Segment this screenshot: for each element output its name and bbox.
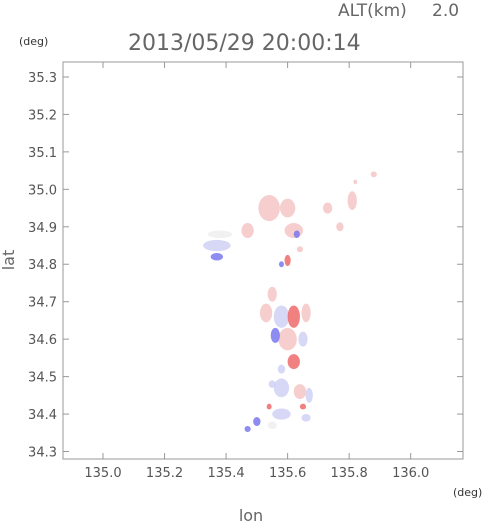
y-tick-label: 34.3 (28, 446, 57, 461)
echo-patch (258, 194, 280, 222)
echo-patch (273, 378, 290, 398)
echo-patch (296, 246, 303, 253)
echo-patch (284, 254, 291, 267)
echo-patch (267, 286, 277, 302)
echo-patch (299, 403, 307, 410)
echo-patch (268, 380, 276, 388)
y-unit-label: (deg) (19, 35, 48, 48)
y-tick-label: 35.1 (28, 146, 57, 161)
echo-patch (241, 223, 254, 239)
echo-patch (336, 222, 344, 232)
y-tick-label: 35.2 (28, 108, 57, 123)
x-tick-label: 135.2 (146, 466, 183, 481)
echo-patch (323, 202, 333, 214)
echo-patch (370, 171, 377, 178)
y-tick-label: 34.7 (28, 296, 57, 311)
x-tick-label: 135.6 (269, 466, 306, 481)
echo-patch (293, 384, 307, 400)
echo-patch (287, 305, 300, 328)
echo-patch (203, 239, 231, 252)
echo-patch (266, 403, 272, 410)
y-tick-label: 35.3 (28, 71, 57, 86)
echo-patch (273, 305, 290, 328)
echo-patch (284, 223, 303, 239)
y-axis-title: lat (0, 250, 18, 271)
x-unit-label: (deg) (453, 486, 482, 499)
altitude-value: 2.0 (432, 1, 459, 21)
echo-patch (207, 230, 233, 239)
echo-patch (277, 364, 286, 374)
echo-patch (244, 426, 251, 433)
echo-patch (279, 198, 296, 218)
x-tick-label: 135.0 (84, 466, 121, 481)
y-tick-label: 34.5 (28, 371, 57, 386)
axis-ticks-layer: 135.0 135.2 135.4 135.6 135.8 136.0 34.3 34.4 34… (28, 62, 463, 481)
echo-patch (293, 230, 300, 239)
echo-patch (259, 303, 273, 323)
echo-patch (347, 191, 357, 210)
echo-patch (353, 179, 358, 185)
echo-patch (305, 387, 313, 403)
y-tick-label: 34.8 (28, 258, 57, 273)
altitude-label: ALT(km) (338, 1, 407, 21)
x-axis-title: lon (239, 506, 263, 521)
x-tick-label: 135.4 (207, 466, 244, 481)
echo-patch (272, 408, 291, 420)
echo-patch (253, 417, 261, 427)
echo-patch (279, 261, 284, 268)
echo-patch (278, 327, 297, 351)
timestamp-title: 2013/05/29 20:00:14 (128, 31, 361, 56)
y-tick-label: 34.4 (28, 408, 57, 423)
echo-patches-layer (203, 171, 377, 433)
x-tick-label: 136.0 (392, 466, 429, 481)
echo-patch (210, 253, 224, 261)
plot-frame (62, 61, 464, 460)
y-tick-label: 35.0 (28, 183, 57, 198)
echo-patch (270, 327, 280, 343)
echo-patch (287, 354, 300, 370)
y-tick-label: 34.9 (28, 221, 57, 236)
echo-patch (301, 303, 311, 323)
echo-patch (301, 414, 311, 422)
echo-patch (298, 331, 308, 347)
echo-patch (267, 421, 277, 430)
y-tick-label: 34.6 (28, 333, 57, 348)
x-tick-label: 135.8 (331, 466, 368, 481)
